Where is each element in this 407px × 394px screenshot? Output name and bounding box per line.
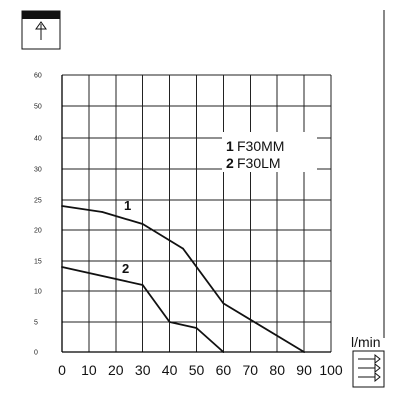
series-2-point-3 xyxy=(195,327,198,329)
flow-arrows-icon-head-3 xyxy=(374,371,381,383)
y-tick-label-40: 40 xyxy=(34,136,42,143)
y-tick-label-25: 25 xyxy=(34,198,42,205)
x-tick-label-90: 90 xyxy=(296,362,312,378)
x-tick-label-100: 100 xyxy=(319,362,343,378)
legend-background xyxy=(222,132,317,172)
flow-icon-frame xyxy=(352,350,385,388)
pressure-icon-header xyxy=(22,11,60,19)
pressure-icon-frame xyxy=(21,10,61,50)
series-1-point-2 xyxy=(141,223,144,225)
series-2-point-1 xyxy=(141,284,144,286)
x-tick-label-70: 70 xyxy=(243,362,259,378)
x-tick-label-10: 10 xyxy=(81,362,97,378)
y-tick-label-5: 5 xyxy=(34,320,38,327)
legend-number-1: 1 xyxy=(226,138,234,154)
x-tick-label-80: 80 xyxy=(269,362,285,378)
y-tick-label-60: 60 xyxy=(34,73,42,80)
series-2-point-0 xyxy=(61,266,63,268)
series-1-point-0 xyxy=(61,205,63,207)
axes-layer xyxy=(61,10,385,353)
x-tick-label-40: 40 xyxy=(162,362,178,378)
y-tick-label-20: 20 xyxy=(34,228,42,235)
flow-arrows-icon-head-2 xyxy=(374,362,381,374)
x-tick-label-50: 50 xyxy=(189,362,205,378)
x-tick-label-30: 30 xyxy=(135,362,151,378)
legend-number-2: 2 xyxy=(226,155,234,171)
series-2-point-4 xyxy=(222,351,225,353)
series-1-point-5 xyxy=(303,351,305,353)
pressure-arrow-icon xyxy=(35,21,47,30)
series-1-point-4 xyxy=(222,302,225,305)
grid-layer xyxy=(61,74,332,353)
y-tick-label-30: 30 xyxy=(34,167,42,174)
y-tick-label-10: 10 xyxy=(34,289,42,296)
y-tick-label-50: 50 xyxy=(34,104,42,111)
labels-layer: 0 10 20 30 40 50 60 70 80 90 100 0 5 10 15 20 25 30 40 50 60… xyxy=(34,73,381,379)
series-1-point-3 xyxy=(182,247,184,250)
flow-arrows-icon-head-1 xyxy=(374,353,381,365)
series-1-label: 1 xyxy=(124,198,131,213)
x-tick-label-0: 0 xyxy=(58,362,66,378)
series-1-point-1 xyxy=(101,211,104,213)
y-tick-label-15: 15 xyxy=(34,259,42,266)
series-2-label: 2 xyxy=(122,261,129,276)
legend-name-2: F30LM xyxy=(237,155,281,171)
x-axis-unit-label: l/min xyxy=(351,334,381,350)
series-2-point-2 xyxy=(168,321,171,323)
x-tick-label-20: 20 xyxy=(108,362,124,378)
x-tick-label-60: 60 xyxy=(216,362,232,378)
legend-name-1: F30MM xyxy=(237,138,284,154)
icons-layer xyxy=(21,10,385,388)
y-tick-label-0: 0 xyxy=(34,350,38,357)
series-1-line xyxy=(61,205,306,353)
series-layer xyxy=(61,205,306,353)
